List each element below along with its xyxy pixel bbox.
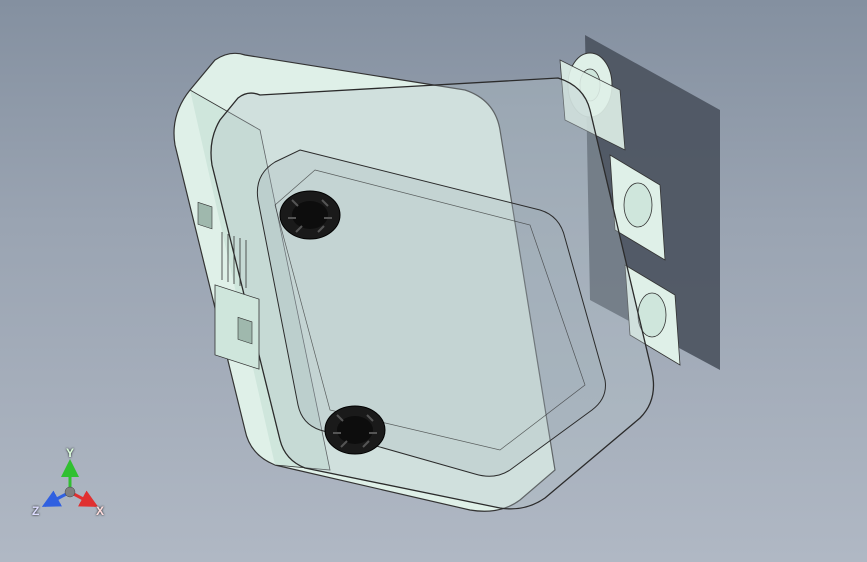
axis-label-x: X [96,504,104,518]
latch-knob-top [280,191,340,239]
triad-origin [65,487,75,497]
latch-knob-bottom [325,406,385,454]
cad-3d-viewport[interactable]: X Y Z [0,0,867,562]
model-render[interactable] [0,0,867,562]
axis-label-y: Y [66,446,74,460]
axis-label-z: Z [32,504,39,518]
view-orientation-triad[interactable]: X Y Z [30,452,110,532]
